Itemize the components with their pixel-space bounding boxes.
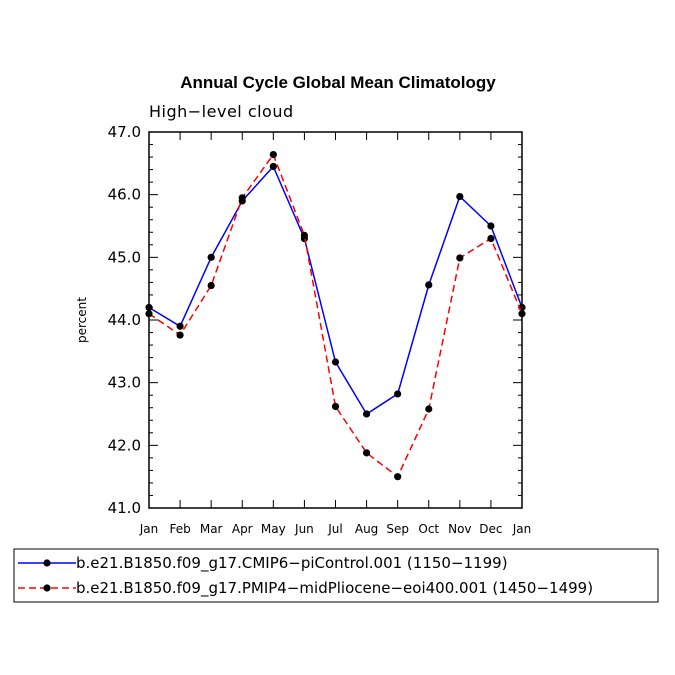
y-tick-label: 44.0 xyxy=(108,311,141,329)
series-2-point xyxy=(238,194,246,202)
y-axis-label: percent xyxy=(75,297,89,343)
series-2-point xyxy=(331,402,340,411)
series-1-point xyxy=(362,410,371,418)
x-tick-label: Jul xyxy=(327,522,342,536)
series-2-point xyxy=(300,231,309,239)
chart-subtitle: High−level cloud xyxy=(149,102,294,121)
series-1-point xyxy=(331,358,340,366)
x-tick-label: Aug xyxy=(355,522,378,536)
y-tick-label: 47.0 xyxy=(108,123,141,141)
x-tick-label: May xyxy=(261,522,286,536)
legend-marker-2 xyxy=(43,584,51,592)
series-1-point xyxy=(269,162,277,171)
series-2-point xyxy=(207,281,215,290)
chart-title: Annual Cycle Global Mean Climatology xyxy=(180,73,496,92)
series-1-point xyxy=(394,390,402,398)
x-tick-label: Oct xyxy=(418,522,439,536)
x-tick-label: Jun xyxy=(294,522,314,536)
legend: b.e21.B1850.f09_g17.CMIP6−piControl.001 … xyxy=(13,548,659,603)
y-tick-label: 45.0 xyxy=(108,248,141,266)
series-2-point xyxy=(362,449,371,457)
x-tick-label: Nov xyxy=(448,522,471,536)
legend-box xyxy=(13,548,659,603)
x-tick-label: Feb xyxy=(169,522,190,536)
legend-label-2: b.e21.B1850.f09_g17.PMIP4−midPliocene−eo… xyxy=(76,579,593,598)
legend-label-1: b.e21.B1850.f09_g17.CMIP6−piControl.001 … xyxy=(76,554,508,573)
series-1-point xyxy=(425,281,433,289)
y-tick-label: 42.0 xyxy=(108,436,141,454)
y-tick-label: 41.0 xyxy=(108,499,141,517)
y-tick-label: 46.0 xyxy=(108,186,141,204)
series-2-point xyxy=(456,254,464,262)
legend-marker-1 xyxy=(43,559,51,567)
plot-frame xyxy=(148,131,523,509)
x-tick-label: Apr xyxy=(232,522,253,536)
series-1-point xyxy=(207,253,215,261)
x-tick-label: Mar xyxy=(200,522,223,536)
series-2-point xyxy=(425,405,433,413)
series-1-point xyxy=(487,222,495,230)
series-layer xyxy=(145,150,526,481)
series-2-point xyxy=(394,473,402,481)
x-tick-label: Jan xyxy=(139,522,159,536)
y-tick-label: 43.0 xyxy=(108,374,141,392)
series-2-point xyxy=(487,234,495,243)
series-1-point xyxy=(176,322,184,330)
x-tick-label: Sep xyxy=(386,522,409,536)
series-2-point xyxy=(176,331,184,339)
x-tick-label: Dec xyxy=(479,522,502,536)
series-line-1 xyxy=(148,165,523,416)
series-2-point xyxy=(269,150,277,159)
series-1-point xyxy=(456,192,464,201)
x-tick-label: Jan xyxy=(512,522,532,536)
